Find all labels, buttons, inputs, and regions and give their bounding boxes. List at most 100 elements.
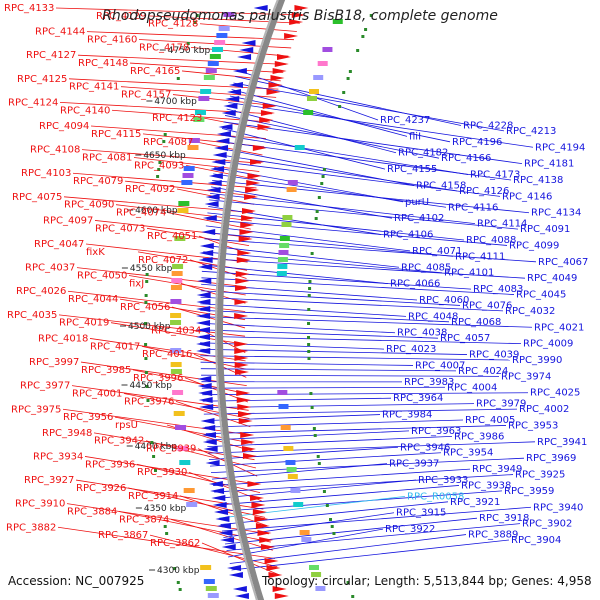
gene-label-reverse: RPC_3933 xyxy=(418,475,468,486)
gc-marker xyxy=(163,133,167,136)
gc-marker xyxy=(163,525,167,528)
feature-block xyxy=(278,404,289,409)
label-connector xyxy=(221,506,532,532)
forward-gene-arrow xyxy=(266,89,281,95)
label-connector xyxy=(214,167,404,203)
reverse-gene-arrow xyxy=(202,439,217,445)
feature-block xyxy=(277,390,288,395)
label-connector xyxy=(233,82,505,132)
label-connector xyxy=(200,368,457,372)
reverse-gene-arrow xyxy=(196,313,211,319)
label-connector xyxy=(132,369,248,395)
forward-gene-arrow xyxy=(239,229,254,235)
feature-block xyxy=(193,117,205,122)
reverse-gene-arrow xyxy=(241,40,256,46)
feature-block xyxy=(198,96,210,101)
gc-marker xyxy=(154,469,157,472)
feature-block xyxy=(207,593,219,598)
gc-marker xyxy=(325,504,329,507)
forward-gene-arrow xyxy=(257,530,272,536)
gene-label-forward: rpsU xyxy=(115,420,138,431)
gene-label-reverse: RPC_3937 xyxy=(389,459,439,470)
label-connector xyxy=(200,322,396,334)
feature-block xyxy=(203,579,215,584)
label-connector xyxy=(202,392,529,396)
gc-marker xyxy=(307,322,311,325)
gene-label-forward: RPC_4016 xyxy=(142,349,192,360)
gc-marker xyxy=(342,91,346,94)
feature-block xyxy=(286,187,297,192)
gene-label-reverse: RPC_4009 xyxy=(523,339,573,350)
feature-block xyxy=(290,488,301,493)
feature-block xyxy=(171,278,183,283)
label-connector xyxy=(200,316,533,328)
gene-label-forward: RPC_3930 xyxy=(137,467,187,478)
gc-marker xyxy=(146,399,150,402)
gc-marker xyxy=(316,455,320,458)
label-connector xyxy=(199,23,297,32)
gene-label-reverse: RPC_3949 xyxy=(472,464,522,475)
feature-block xyxy=(218,26,230,31)
feature-block xyxy=(183,166,195,171)
reverse-gene-arrow xyxy=(198,257,213,263)
gene-label-reverse: RPC_4068 xyxy=(451,317,501,328)
label-connector xyxy=(201,386,446,389)
gc-marker xyxy=(195,14,199,17)
forward-gene-arrow xyxy=(236,397,251,403)
gc-marker xyxy=(322,490,326,493)
gc-marker xyxy=(158,161,162,164)
map-title: Rhodopseudomonas palustris BisB18, compl… xyxy=(102,8,498,24)
gene-label-reverse: RPC_4134 xyxy=(531,208,581,219)
gc-marker xyxy=(348,70,352,73)
gene-label-forward: RPC_3939 xyxy=(146,444,196,455)
forward-gene-arrow xyxy=(289,19,304,25)
gene-label-forward: RPC_4129 xyxy=(96,11,146,22)
gene-label-reverse: RPC_3979 xyxy=(476,399,526,410)
feature-block xyxy=(179,460,191,465)
gene-label-reverse: RPC_4004 xyxy=(447,382,497,393)
gc-marker xyxy=(144,294,148,297)
label-connector xyxy=(206,430,410,441)
gene-label-reverse: RPC_4039 xyxy=(469,350,519,361)
gc-marker xyxy=(157,168,161,171)
gene-label-reverse: RPC_4106 xyxy=(383,230,433,241)
gene-label-forward: RPC_4079 xyxy=(73,176,123,187)
gene-label-reverse: RPC_4196 xyxy=(452,137,502,148)
reverse-gene-arrow xyxy=(208,481,223,487)
label-connector xyxy=(229,534,467,564)
forward-gene-arrow xyxy=(238,236,253,242)
forward-gene-arrow xyxy=(270,75,285,81)
gene-label-forward: RPC_3985 xyxy=(81,365,131,376)
feature-block xyxy=(278,250,289,255)
reverse-gene-arrow xyxy=(216,523,231,529)
label-connector xyxy=(136,463,261,494)
gene-label-reverse: RPC_4173 xyxy=(470,170,520,181)
feature-block xyxy=(200,89,212,94)
gene-label-reverse: RPC_4024 xyxy=(458,366,508,377)
reverse-gene-arrow xyxy=(237,54,252,60)
gene-label-forward: RPC_4123 xyxy=(152,113,202,124)
forward-gene-arrow xyxy=(236,257,251,263)
feature-block xyxy=(170,348,182,353)
reverse-gene-arrow xyxy=(214,145,229,151)
gene-label-reverse: RPC_4237 xyxy=(380,115,430,126)
label-connector xyxy=(236,69,379,121)
feature-block xyxy=(223,12,235,17)
feature-block xyxy=(294,145,305,150)
feature-block xyxy=(177,208,189,213)
gc-marker xyxy=(178,588,182,591)
feature-block xyxy=(207,61,219,66)
gc-marker xyxy=(145,273,149,276)
feature-block xyxy=(178,201,190,206)
feature-block xyxy=(173,411,185,416)
gene-label-forward: RPC_4165 xyxy=(130,66,180,77)
forward-gene-arrow xyxy=(264,558,279,564)
label-connector xyxy=(201,277,515,295)
gc-marker xyxy=(150,441,154,444)
label-connector xyxy=(66,503,269,535)
feature-block xyxy=(211,47,223,52)
label-connector xyxy=(205,231,454,257)
gene-label-reverse: fliI xyxy=(409,131,421,142)
gene-label-reverse: RPC_3940 xyxy=(533,502,583,513)
